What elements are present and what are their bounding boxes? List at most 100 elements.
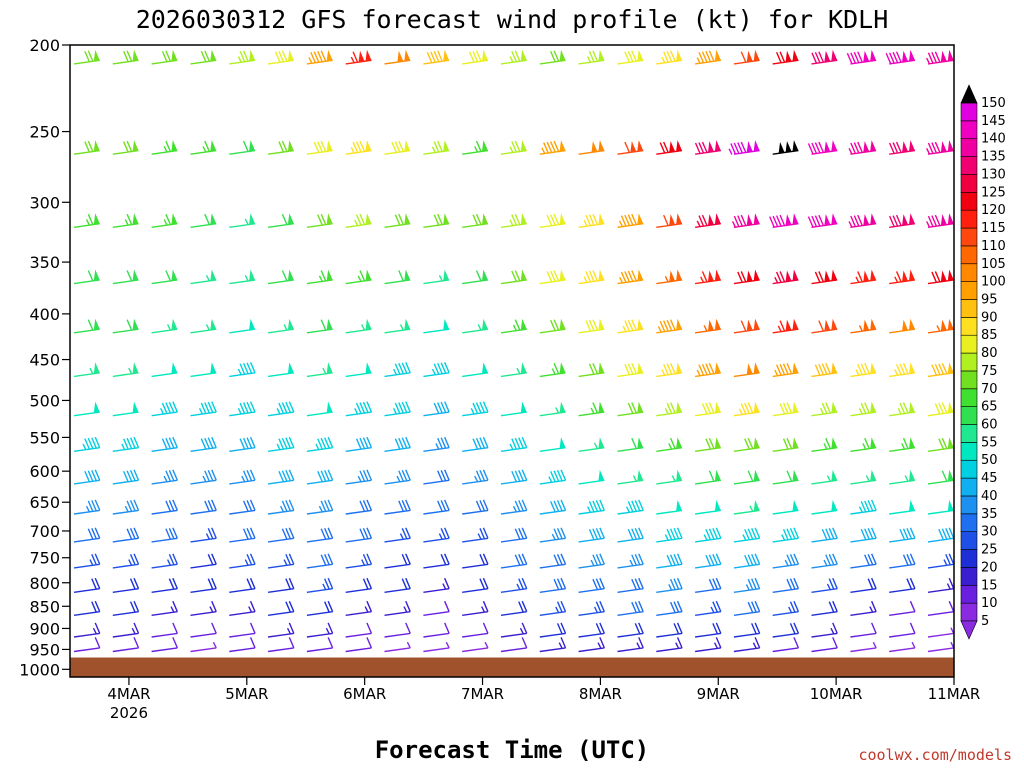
barb-half (202, 475, 207, 483)
colorbar-swatch (960, 299, 978, 318)
wind-barb (500, 469, 528, 485)
barb-full (126, 140, 133, 152)
barb-shaft (384, 587, 411, 593)
barb-flag (676, 362, 683, 374)
wind-barb (811, 637, 838, 653)
wind-barb (190, 641, 217, 653)
barb-shaft (617, 372, 644, 378)
wind-barb (772, 49, 799, 65)
barb-full (126, 50, 133, 62)
barb-full (401, 437, 408, 449)
barb-shaft (190, 222, 217, 228)
barb-full (172, 577, 178, 589)
y-axis-pressure: 2002503003504004505005506006507007508008… (19, 36, 70, 679)
barb-half (308, 57, 313, 64)
barb-full (172, 469, 178, 481)
colorbar-label: 10 (981, 596, 998, 611)
barb-full (327, 469, 334, 481)
barb-shaft (656, 563, 683, 569)
wind-barb (811, 622, 838, 638)
barb-full (909, 622, 916, 634)
barb-full (889, 215, 895, 227)
barb-shaft (539, 328, 566, 334)
wind-barb (73, 469, 101, 485)
barb-flag (676, 213, 683, 225)
barb-flag (676, 49, 683, 62)
colorbar-label: 100 (981, 275, 1006, 290)
barb-shaft (384, 149, 411, 155)
barb-flag (792, 269, 799, 281)
barb-full (366, 469, 373, 481)
barb-half (629, 559, 634, 567)
barb-full (730, 143, 737, 155)
colorbar-label: 120 (981, 203, 1006, 218)
barb-half (901, 443, 906, 450)
barb-full (249, 600, 256, 612)
barb-half (869, 606, 874, 613)
barb-half (668, 584, 673, 591)
barb-full (941, 528, 948, 540)
barb-full (715, 577, 722, 589)
barb-full (242, 528, 249, 540)
barb-shaft (811, 509, 838, 515)
barb-flag (210, 318, 217, 331)
barb-full (737, 142, 743, 154)
barb-full (747, 470, 754, 482)
barb-half (593, 606, 599, 613)
barb-shaft (539, 411, 566, 417)
barb-shaft (850, 446, 877, 452)
wind-barb (889, 577, 916, 593)
barb-flag (940, 319, 947, 331)
credit-text: coolwx.com/models (858, 746, 1012, 764)
barb-full (246, 528, 253, 540)
wind-barb (306, 553, 334, 569)
barb-full (744, 402, 750, 414)
barb-full (94, 436, 101, 448)
barb-flag (326, 318, 333, 331)
wind-barb (462, 436, 489, 452)
barb-shaft (656, 446, 683, 452)
barb-shaft (268, 372, 294, 378)
barb-full (588, 363, 595, 375)
wind-barb (578, 269, 605, 285)
barb-full (948, 527, 955, 539)
wind-barb (306, 527, 334, 543)
wind-barb (112, 622, 140, 638)
barb-full (317, 470, 323, 483)
wind-barb (229, 499, 256, 515)
barb-full (511, 214, 517, 226)
barb-flag (171, 362, 178, 374)
wind-barb (695, 577, 722, 593)
wind-barb (695, 49, 721, 65)
barb-shaft (539, 563, 566, 569)
barb-full (811, 142, 818, 154)
barb-full (87, 319, 94, 331)
barb-shaft (384, 411, 411, 417)
wind-barb (889, 553, 916, 569)
barb-flag (482, 318, 488, 331)
barb-flag (902, 214, 909, 226)
wind-barb (112, 49, 139, 65)
wind-barb (733, 622, 761, 638)
barb-full (437, 470, 443, 482)
barb-shaft (462, 647, 489, 653)
barb-shaft (190, 446, 217, 452)
barb-shaft (927, 509, 954, 515)
barb-full (126, 528, 133, 540)
barb-full (595, 601, 602, 613)
barb-full (712, 578, 719, 590)
barb-full (895, 271, 902, 283)
barb-full (895, 51, 902, 63)
barb-full (553, 363, 560, 375)
barb-full (666, 319, 673, 331)
wind-barb (306, 622, 334, 638)
barb-full (126, 213, 133, 225)
barb-flag (358, 50, 365, 63)
barb-full (472, 50, 479, 63)
wind-barb (462, 600, 489, 616)
barb-full (560, 637, 567, 649)
barb-full (676, 637, 683, 649)
barb-flag (171, 49, 178, 62)
barb-full (165, 213, 172, 225)
barb-flag (598, 269, 605, 281)
